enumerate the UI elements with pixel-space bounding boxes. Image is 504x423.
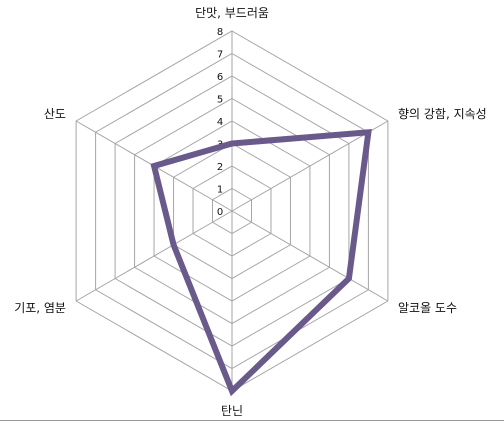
tick-label-0: 0 — [217, 207, 223, 218]
axis-spoke-4 — [75, 210, 233, 302]
axis-label-1: 향의 강함, 지속성 — [398, 107, 487, 121]
axis-label-3: 탄닌 — [221, 404, 243, 418]
bottom-divider — [0, 420, 504, 421]
axis-label-0: 단맛, 부드러움 — [195, 6, 269, 20]
tick-label-6: 6 — [217, 72, 223, 83]
axis-label-5: 산도 — [44, 107, 66, 121]
radar-axes — [75, 31, 389, 391]
tick-label-8: 8 — [217, 27, 223, 38]
axis-label-2: 알코올 도수 — [398, 301, 457, 315]
tick-label-1: 1 — [217, 185, 223, 196]
axis-spoke-1 — [231, 120, 389, 212]
axis-spoke-2 — [231, 210, 389, 302]
axis-label-4: 기포, 염분 — [14, 301, 66, 315]
tick-label-7: 7 — [217, 50, 223, 61]
tick-label-2: 2 — [217, 162, 223, 173]
radar-series — [150, 128, 372, 397]
tick-label-4: 4 — [217, 117, 223, 128]
tick-label-5: 5 — [217, 95, 223, 106]
